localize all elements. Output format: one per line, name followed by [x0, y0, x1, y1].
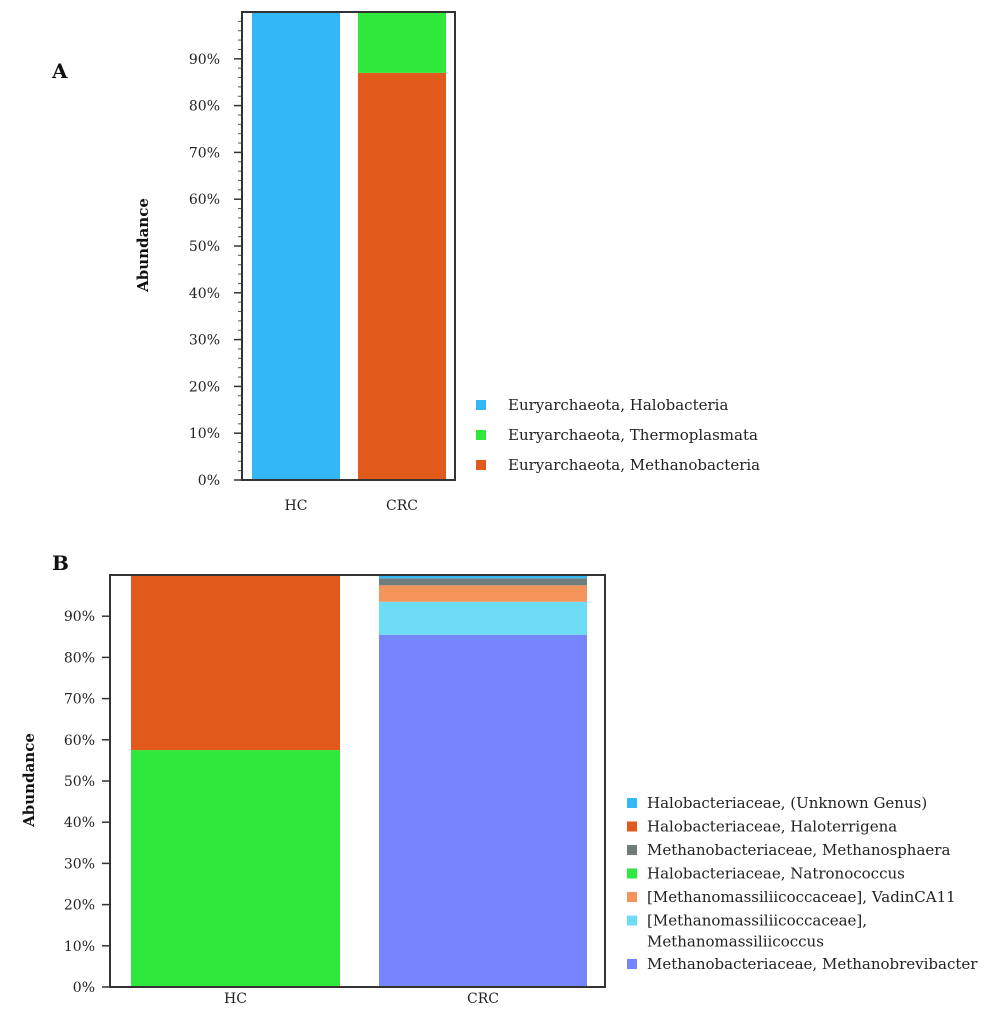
legend-label-line: Methanomassiliicoccus [647, 933, 824, 951]
legend-swatch [476, 430, 486, 440]
legend-swatch [476, 460, 486, 470]
legend-swatch [627, 915, 637, 926]
legend-label: Halobacteriaceae, Haloterrigena [647, 818, 897, 836]
y-tick-label: 0% [73, 980, 95, 996]
y-tick-label: 90% [64, 609, 95, 625]
bar-segment [379, 585, 587, 602]
bar-segment [379, 578, 587, 586]
y-tick-label: 90% [189, 52, 220, 68]
legend-label: Halobacteriaceae, Natronococcus [647, 865, 905, 883]
x-tick-label: CRC [386, 498, 418, 514]
plot-border [241, 11, 456, 481]
legend-label-line: [Methanomassiliicoccaceae], [647, 912, 867, 930]
y-tick-label: 70% [64, 692, 95, 708]
bars-a [252, 12, 446, 480]
legend-item: Halobacteriaceae, (Unknown Genus) [627, 794, 927, 812]
legend-swatch [627, 821, 637, 832]
x-tick-label: HC [224, 991, 247, 1007]
bar-segment [131, 750, 340, 987]
bar-segment [379, 601, 587, 635]
x-tick-label: CRC [467, 991, 499, 1007]
bars-b [131, 575, 587, 987]
legend-item: [Methanomassiliicoccaceae], VadinCA11 [627, 888, 956, 906]
legend-label: Methanobacteriaceae, Methanobrevibacter [647, 955, 978, 973]
panel-label-b: B [52, 551, 69, 575]
legend-label: [Methanomassiliicoccaceae], VadinCA11 [647, 888, 956, 906]
legend-item: Methanobacteriaceae, Methanosphaera [627, 841, 950, 859]
x-tick-label: HC [285, 498, 308, 514]
legend-item: [Methanomassiliicoccaceae], Methanomassil… [627, 912, 867, 951]
y-axis-title-a: Abundance [134, 198, 152, 293]
y-axis-a: 0% 10% 20% 30% 40% 50% 60% 70% 80% 90% [189, 20, 242, 489]
legend-swatch [627, 892, 637, 902]
legend-item: Euryarchaeota, Halobacteria [476, 396, 728, 414]
y-tick-label: 80% [64, 650, 95, 666]
legend-swatch [627, 959, 637, 969]
legend-swatch [627, 798, 637, 808]
legend-label: Euryarchaeota, Thermoplasmata [508, 426, 758, 444]
legend-label: Euryarchaeota, Halobacteria [508, 396, 728, 414]
y-tick-label: 50% [189, 239, 220, 255]
legend-label: Euryarchaeota, Methanobacteria [508, 456, 760, 474]
x-axis-a: HC CRC [285, 498, 418, 514]
y-tick-label: 50% [64, 774, 95, 790]
y-axis-b: 0% 10% 20% 30% 40% 50% 60% 70% 80% 90% [64, 609, 110, 996]
legend-item: Halobacteriaceae, Natronococcus [627, 865, 905, 883]
bar-segment [379, 634, 587, 987]
legend-label: Halobacteriaceae, (Unknown Genus) [647, 794, 927, 812]
legend-label: [Methanomassiliicoccaceae], Methanomassil… [647, 912, 867, 951]
y-tick-label: 30% [189, 333, 220, 349]
panel-label-a: A [51, 59, 68, 83]
legend-item: Methanobacteriaceae, Methanobrevibacter [627, 955, 978, 973]
legend-a: Euryarchaeota, Halobacteria Euryarchaeota… [476, 396, 760, 474]
y-tick-label: 20% [189, 379, 220, 395]
legend-swatch [476, 400, 486, 410]
legend-label: Methanobacteriaceae, Methanosphaera [647, 841, 950, 859]
y-tick-label: 0% [198, 473, 220, 489]
y-tick-label: 20% [64, 898, 95, 914]
plot-frame-a [241, 11, 456, 481]
y-tick-label: 60% [64, 733, 95, 749]
bar-segment [252, 12, 340, 480]
y-tick-label: 80% [189, 99, 220, 115]
x-axis-b: HC CRC [224, 991, 499, 1007]
y-tick-label: 70% [189, 145, 220, 161]
y-tick-label: 10% [64, 939, 95, 955]
legend-item: Halobacteriaceae, Haloterrigena [627, 818, 897, 836]
panel-a: A Abundance 0% 10% 20% 30% 40% 50% 60% 70% 80% 90… [51, 11, 760, 514]
legend-swatch [627, 845, 637, 855]
legend-item: Euryarchaeota, Thermoplasmata [476, 426, 758, 444]
panel-b: B Abundance 0% 10% 20% 30% 40% 50% 60% 70% 80% 90… [20, 551, 978, 1007]
bar-segment [358, 12, 446, 73]
legend-swatch [627, 868, 637, 879]
bar-segment [131, 575, 340, 751]
bar-segment [379, 575, 587, 579]
y-tick-label: 60% [189, 192, 220, 208]
legend-item: Euryarchaeota, Methanobacteria [476, 456, 760, 474]
legend-b: Halobacteriaceae, (Unknown Genus) Halobac… [627, 794, 978, 973]
y-tick-label: 30% [64, 856, 95, 872]
bar-segment [358, 72, 446, 480]
y-tick-label: 40% [64, 815, 95, 831]
y-tick-label: 40% [189, 286, 220, 302]
y-tick-label: 10% [189, 426, 220, 442]
plot-frame-b [109, 574, 606, 988]
plot-border [109, 574, 606, 988]
y-axis-title-b: Abundance [20, 733, 38, 828]
